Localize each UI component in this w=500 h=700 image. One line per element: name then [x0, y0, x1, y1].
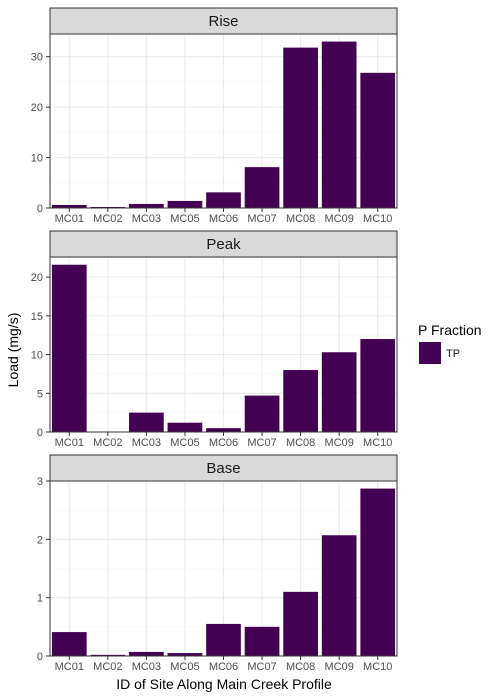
facet-panel-base: Base 0 1 2 3 MC01 MC02 MC03 MC05 MC06 MC07 MC08 MC09… [37, 454, 398, 673]
x-tick-label-peak: MC08 [286, 437, 315, 449]
x-tick-label-base: MC07 [247, 661, 276, 673]
x-tick-label-peak: MC06 [209, 437, 238, 449]
legend-title: P Fraction [418, 322, 482, 338]
x-tick-label-base: MC06 [209, 661, 238, 673]
facet-strip-rise [49, 7, 398, 35]
x-tick-label-peak: MC05 [170, 437, 199, 449]
bar-base-mc06 [206, 623, 241, 656]
x-tick-label-rise: MC05 [170, 213, 199, 225]
y-tick-label-base: 1 [37, 593, 43, 605]
bar-rise-mc06 [206, 192, 241, 208]
bar-peak-mc08 [283, 370, 318, 432]
x-tick-label-rise: MC02 [93, 213, 122, 225]
x-tick-label-peak: MC01 [55, 437, 84, 449]
x-tick-label-base: MC05 [170, 661, 199, 673]
facet-strip-label-rise: Rise [208, 13, 238, 30]
y-tick-label-rise: 10 [31, 153, 43, 165]
bar-rise-mc09 [321, 41, 357, 208]
y-tick-label-rise: 30 [31, 52, 43, 64]
x-tick-label-rise: MC09 [324, 213, 353, 225]
x-tick-label-base: MC09 [324, 661, 353, 673]
bar-peak-mc03 [129, 412, 164, 432]
y-tick-label-peak: 0 [37, 427, 43, 439]
facet-panel-peak: Peak 0 5 10 15 20 MC01 MC02 MC03 MC05 MC06 MC07 MC08… [31, 230, 398, 449]
bar-base-mc03 [129, 651, 164, 656]
x-tick-label-rise: MC08 [286, 213, 315, 225]
x-tick-label-peak: MC03 [132, 437, 161, 449]
x-tick-label-base: MC02 [93, 661, 122, 673]
bar-base-mc01 [51, 632, 87, 656]
bar-peak-mc09 [321, 352, 357, 432]
bar-peak-mc01 [51, 264, 87, 432]
bar-rise-mc03 [129, 203, 164, 208]
legend: P Fraction TP [418, 322, 482, 364]
x-tick-label-rise: MC07 [247, 213, 276, 225]
facet-strip-peak [49, 230, 398, 258]
y-tick-label-rise: 0 [37, 203, 43, 215]
bar-peak-mc10 [360, 339, 396, 432]
facet-strip-label-base: Base [206, 460, 240, 477]
bar-base-mc02 [90, 654, 126, 656]
x-tick-label-base: MC10 [363, 661, 392, 673]
x-tick-label-base: MC08 [286, 661, 315, 673]
x-tick-label-base: MC01 [55, 661, 84, 673]
x-tick-label-rise: MC10 [363, 213, 392, 225]
x-tick-label-peak: MC10 [363, 437, 392, 449]
facet-strip-label-peak: Peak [206, 236, 241, 253]
bar-base-mc08 [283, 591, 318, 656]
legend-key-tp [419, 342, 441, 364]
bar-rise-mc05 [167, 200, 203, 208]
y-axis-title: Load (mg/s) [5, 313, 21, 388]
x-tick-label-peak: MC07 [247, 437, 276, 449]
x-tick-label-rise: MC06 [209, 213, 238, 225]
legend-label-tp: TP [446, 348, 460, 360]
bar-base-mc10 [360, 488, 396, 656]
bar-peak-mc06 [206, 428, 241, 432]
x-tick-label-rise: MC03 [132, 213, 161, 225]
bar-rise-mc08 [283, 47, 318, 209]
y-tick-label-peak: 15 [31, 311, 43, 323]
bar-rise-mc10 [360, 72, 396, 209]
x-tick-label-rise: MC01 [55, 213, 84, 225]
y-tick-label-peak: 5 [37, 388, 43, 400]
x-tick-label-peak: MC02 [93, 437, 122, 449]
y-tick-label-peak: 10 [31, 350, 43, 362]
bar-base-mc09 [321, 535, 357, 656]
x-tick-label-base: MC03 [132, 661, 161, 673]
y-tick-label-base: 0 [37, 651, 43, 663]
bar-rise-mc02 [90, 206, 126, 208]
bar-base-mc05 [167, 653, 203, 656]
bar-peak-mc05 [167, 422, 203, 432]
y-tick-label-peak: 20 [31, 272, 43, 284]
bar-rise-mc01 [51, 204, 87, 208]
bar-base-mc07 [244, 626, 280, 656]
facet-panel-rise: Rise 0 10 20 30 MC01 MC02 MC03 MC05 MC06 MC07 MC08 M… [31, 7, 398, 225]
x-tick-label-peak: MC09 [324, 437, 353, 449]
bar-peak-mc07 [244, 395, 280, 432]
y-tick-label-base: 2 [37, 534, 43, 546]
x-axis-title: ID of Site Along Main Creek Profile [116, 676, 332, 692]
y-tick-label-rise: 20 [31, 102, 43, 114]
bar-rise-mc07 [244, 167, 280, 208]
y-tick-label-base: 3 [37, 476, 43, 488]
